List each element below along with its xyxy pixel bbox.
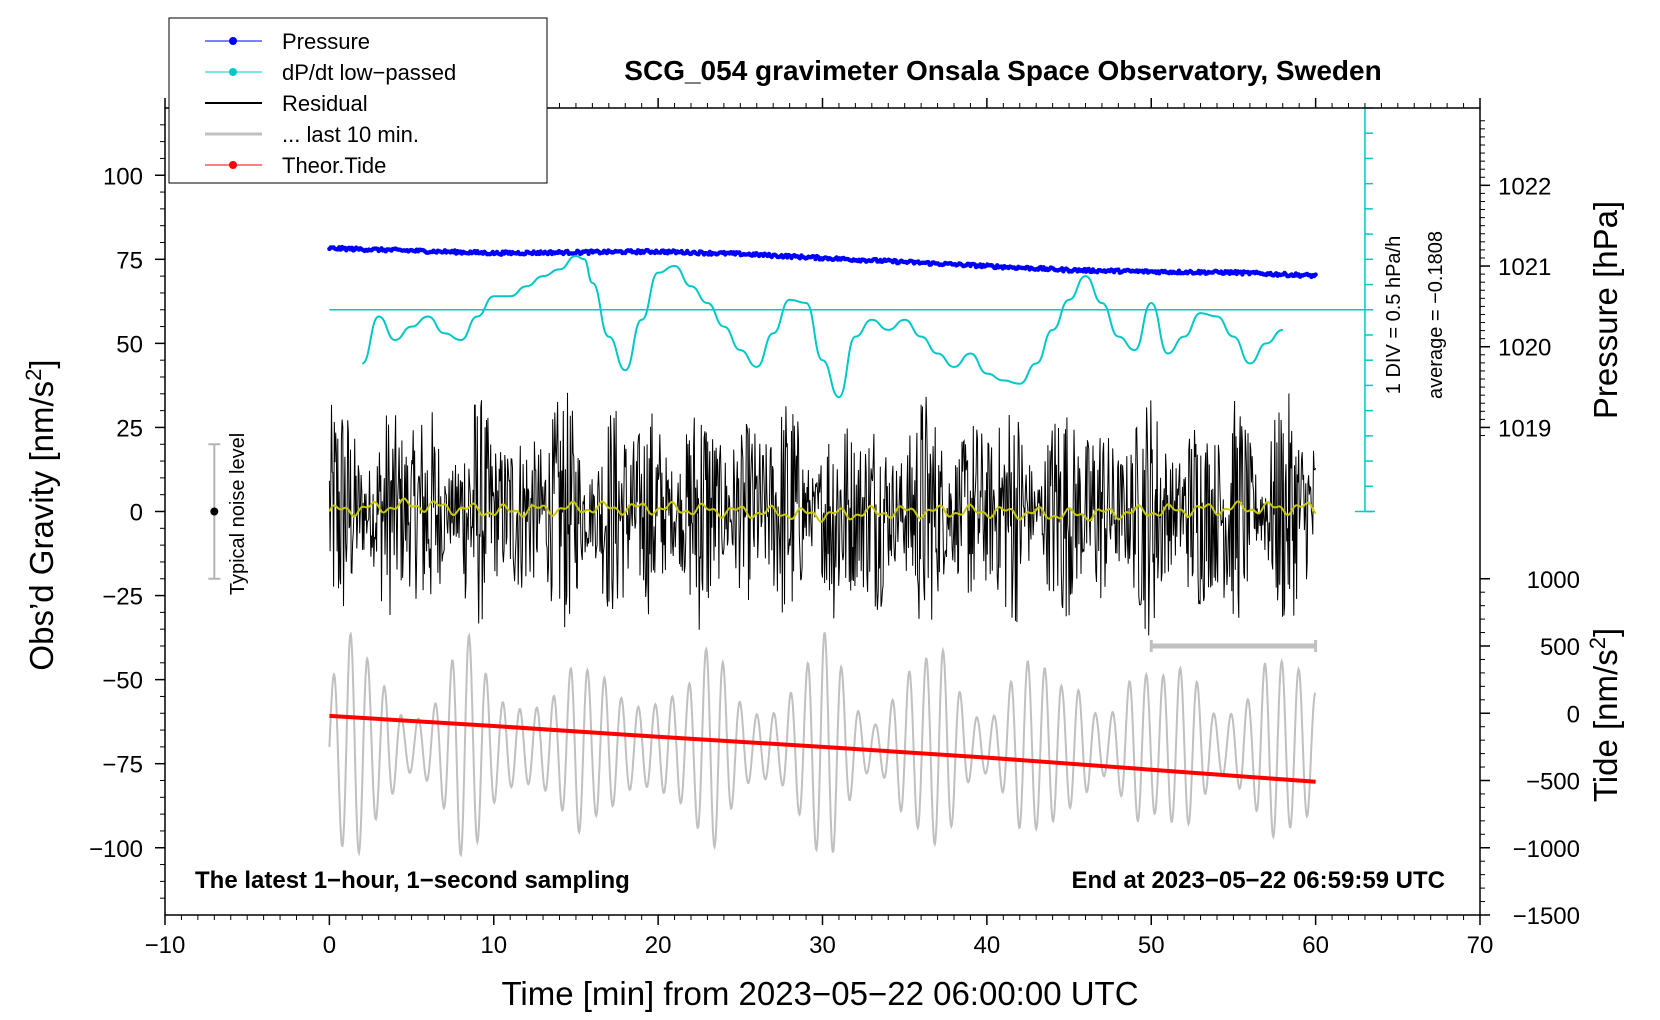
y-tick-label: 100 [103, 163, 143, 190]
y-tick-label: 25 [116, 415, 143, 442]
y-tick-label: 75 [116, 247, 143, 274]
x-tick-label: 60 [1302, 932, 1329, 959]
y-tick-label: 0 [130, 500, 143, 527]
tide-tick-label: −500 [1526, 769, 1580, 796]
last10-range-bar [1149, 640, 1318, 652]
x-tick-label: 10 [480, 932, 507, 959]
legend: Pressure dP/dt low−passed Residual ... last… [168, 17, 548, 184]
x-tick-label: 0 [323, 932, 336, 959]
residual-series-line [328, 392, 1317, 636]
noise-level-center [210, 507, 219, 516]
chart-title: SCG_054 gravimeter Onsala Space Observat… [624, 55, 1381, 86]
pressure-tick-label: 1020 [1498, 335, 1551, 362]
dpdt-div-label: 1 DIV = 0.5 hPa/h [1383, 236, 1405, 394]
y-tick-label: 50 [116, 331, 143, 358]
tide-series-line [329, 713, 1316, 784]
noise-level-label: Typical noise level [227, 433, 249, 595]
y-axis-label-pressure: Pressure [hPa] [1587, 201, 1624, 419]
axis-layer: −10 0 10 20 30 40 50 60 70−100−75−50−25025507510… [89, 98, 1580, 959]
plot-data-layer [208, 107, 1375, 858]
legend-entry: dP/dt low−passed [205, 60, 456, 85]
tide-tick-label: −1000 [1513, 836, 1580, 863]
legend-label: Theor.Tide [282, 153, 386, 178]
pressure-tick-label: 1021 [1498, 254, 1551, 281]
legend-swatch-dot [229, 161, 237, 169]
dpdt-average-label: average = −0.1808 [1425, 231, 1447, 399]
y-axis-label-gravity: Obs’d Gravity [nm/s2] [21, 359, 60, 670]
residual-smoothed-series-line [328, 497, 1317, 523]
legend-box [168, 17, 548, 184]
x-tick-label: 70 [1467, 932, 1494, 959]
x-tick-label: −10 [145, 932, 186, 959]
bottom-left-text: The latest 1−hour, 1−second sampling [195, 867, 630, 894]
pressure-tick-label: 1022 [1498, 173, 1551, 200]
x-tick-label: 20 [645, 932, 672, 959]
pressure-tick-label: 1019 [1498, 415, 1551, 442]
x-axis-label: Time [min] from 2023−05−22 06:00:00 UTC [501, 975, 1138, 1012]
legend-swatch-dot [229, 37, 237, 45]
y-tick-label: −25 [102, 584, 143, 611]
last10-series-line [328, 631, 1317, 858]
dpdt-series-line [361, 254, 1283, 399]
legend-label: Pressure [282, 29, 370, 54]
tide-tick-label: 1000 [1527, 567, 1580, 594]
legend-label: Residual [282, 91, 368, 116]
tide-tick-label: 500 [1540, 634, 1580, 661]
y-axis-label-tide: Tide [nm/s2] [1585, 628, 1624, 802]
legend-swatch-dot [229, 68, 237, 76]
x-tick-label: 50 [1138, 932, 1165, 959]
y-tick-label: −50 [102, 668, 143, 695]
legend-entry: Pressure [205, 29, 370, 54]
legend-label: ... last 10 min. [282, 122, 419, 147]
pressure-point [1313, 272, 1318, 277]
legend-label: dP/dt low−passed [282, 60, 456, 85]
x-tick-label: 40 [974, 932, 1001, 959]
legend-entry: Theor.Tide [205, 153, 386, 178]
bottom-right-text: End at 2023−05−22 06:59:59 UTC [1071, 867, 1445, 894]
y-tick-label: −75 [102, 752, 143, 779]
x-tick-label: 30 [809, 932, 836, 959]
noise-level-indicator [208, 443, 221, 580]
pressure-series [327, 244, 1318, 280]
y-tick-label: −100 [89, 836, 143, 863]
tide-tick-label: 0 [1567, 701, 1580, 728]
tide-tick-label: −1500 [1513, 903, 1580, 930]
legend-entry: ... last 10 min. [205, 122, 419, 147]
legend-entry: Residual [205, 91, 368, 116]
